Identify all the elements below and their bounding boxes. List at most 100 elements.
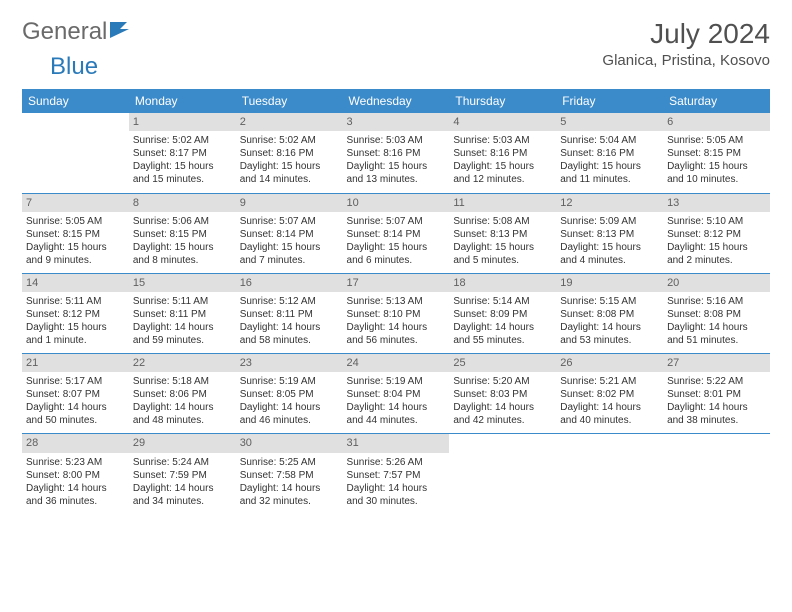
daylight-text: and 14 minutes. [240,173,339,186]
month-title: July 2024 [602,18,770,50]
daylight-text: and 32 minutes. [240,495,339,508]
daylight-text: Daylight: 15 hours [240,160,339,173]
sunset-text: Sunset: 8:16 PM [560,147,659,160]
calendar-day-cell: 10Sunrise: 5:07 AMSunset: 8:14 PMDayligh… [343,193,450,273]
calendar-day-cell [663,434,770,514]
day-header: Saturday [663,89,770,113]
calendar-day-cell [556,434,663,514]
sunrise-text: Sunrise: 5:26 AM [347,456,446,469]
day-number: 9 [236,194,343,212]
sunset-text: Sunset: 7:59 PM [133,469,232,482]
daylight-text: Daylight: 14 hours [133,482,232,495]
daylight-text: and 58 minutes. [240,334,339,347]
sunset-text: Sunset: 8:00 PM [26,469,125,482]
calendar-day-cell: 20Sunrise: 5:16 AMSunset: 8:08 PMDayligh… [663,273,770,353]
calendar-day-cell: 27Sunrise: 5:22 AMSunset: 8:01 PMDayligh… [663,354,770,434]
title-block: July 2024 Glanica, Pristina, Kosovo [602,18,770,69]
sunset-text: Sunset: 8:05 PM [240,388,339,401]
daylight-text: and 38 minutes. [667,414,766,427]
sunrise-text: Sunrise: 5:20 AM [453,375,552,388]
daylight-text: Daylight: 14 hours [347,401,446,414]
daylight-text: Daylight: 14 hours [667,401,766,414]
sunrise-text: Sunrise: 5:12 AM [240,295,339,308]
calendar-day-cell [449,434,556,514]
day-number: 4 [449,113,556,131]
daylight-text: and 2 minutes. [667,254,766,267]
day-number: 11 [449,194,556,212]
daylight-text: and 34 minutes. [133,495,232,508]
day-header: Tuesday [236,89,343,113]
sunrise-text: Sunrise: 5:02 AM [240,134,339,147]
daylight-text: Daylight: 14 hours [133,321,232,334]
day-header-row: Sunday Monday Tuesday Wednesday Thursday… [22,89,770,113]
daylight-text: Daylight: 15 hours [667,160,766,173]
day-header: Sunday [22,89,129,113]
sunset-text: Sunset: 8:03 PM [453,388,552,401]
daylight-text: and 11 minutes. [560,173,659,186]
sunset-text: Sunset: 8:13 PM [560,228,659,241]
sunset-text: Sunset: 8:17 PM [133,147,232,160]
flag-icon [109,20,131,45]
sunset-text: Sunset: 8:11 PM [240,308,339,321]
daylight-text: Daylight: 15 hours [453,160,552,173]
day-number: 29 [129,434,236,452]
calendar-day-cell: 30Sunrise: 5:25 AMSunset: 7:58 PMDayligh… [236,434,343,514]
calendar-day-cell: 1Sunrise: 5:02 AMSunset: 8:17 PMDaylight… [129,113,236,193]
daylight-text: Daylight: 15 hours [133,160,232,173]
sunrise-text: Sunrise: 5:09 AM [560,215,659,228]
sunrise-text: Sunrise: 5:14 AM [453,295,552,308]
calendar-day-cell: 14Sunrise: 5:11 AMSunset: 8:12 PMDayligh… [22,273,129,353]
day-number: 2 [236,113,343,131]
daylight-text: and 50 minutes. [26,414,125,427]
daylight-text: and 55 minutes. [453,334,552,347]
day-number: 1 [129,113,236,131]
sunset-text: Sunset: 8:02 PM [560,388,659,401]
location-text: Glanica, Pristina, Kosovo [602,52,770,69]
sunrise-text: Sunrise: 5:10 AM [667,215,766,228]
daylight-text: and 12 minutes. [453,173,552,186]
calendar-day-cell: 8Sunrise: 5:06 AMSunset: 8:15 PMDaylight… [129,193,236,273]
day-number: 26 [556,354,663,372]
daylight-text: and 59 minutes. [133,334,232,347]
day-number: 20 [663,274,770,292]
day-number: 23 [236,354,343,372]
sunrise-text: Sunrise: 5:25 AM [240,456,339,469]
daylight-text: Daylight: 15 hours [26,241,125,254]
calendar-day-cell: 26Sunrise: 5:21 AMSunset: 8:02 PMDayligh… [556,354,663,434]
calendar-day-cell: 5Sunrise: 5:04 AMSunset: 8:16 PMDaylight… [556,113,663,193]
day-number: 12 [556,194,663,212]
day-number: 14 [22,274,129,292]
day-number: 30 [236,434,343,452]
sunrise-text: Sunrise: 5:24 AM [133,456,232,469]
calendar-day-cell: 3Sunrise: 5:03 AMSunset: 8:16 PMDaylight… [343,113,450,193]
calendar-day-cell: 17Sunrise: 5:13 AMSunset: 8:10 PMDayligh… [343,273,450,353]
calendar-day-cell: 31Sunrise: 5:26 AMSunset: 7:57 PMDayligh… [343,434,450,514]
calendar-week-row: 21Sunrise: 5:17 AMSunset: 8:07 PMDayligh… [22,354,770,434]
sunrise-text: Sunrise: 5:16 AM [667,295,766,308]
calendar-day-cell: 29 Sunrise: 5:24 AMSunset: 7:59 PMDayligh… [129,434,236,514]
sunrise-text: Sunrise: 5:07 AM [347,215,446,228]
day-number: 15 [129,274,236,292]
sunset-text: Sunset: 8:15 PM [26,228,125,241]
calendar-day-cell: 25Sunrise: 5:20 AMSunset: 8:03 PMDayligh… [449,354,556,434]
day-number: 24 [343,354,450,372]
sunset-text: Sunset: 8:11 PM [133,308,232,321]
daylight-text: and 42 minutes. [453,414,552,427]
calendar-day-cell: 4Sunrise: 5:03 AMSunset: 8:16 PMDaylight… [449,113,556,193]
sunrise-text: Sunrise: 5:04 AM [560,134,659,147]
sunset-text: Sunset: 8:08 PM [560,308,659,321]
sunrise-text: Sunrise: 5:03 AM [453,134,552,147]
daylight-text: Daylight: 14 hours [453,401,552,414]
calendar-week-row: 28Sunrise: 5:23 AMSunset: 8:00 PMDayligh… [22,434,770,514]
sunset-text: Sunset: 8:15 PM [667,147,766,160]
calendar-day-cell: 12Sunrise: 5:09 AMSunset: 8:13 PMDayligh… [556,193,663,273]
daylight-text: Daylight: 15 hours [453,241,552,254]
sunset-text: Sunset: 8:12 PM [667,228,766,241]
daylight-text: and 56 minutes. [347,334,446,347]
sunrise-text: Sunrise: 5:06 AM [133,215,232,228]
sunrise-text: Sunrise: 5:17 AM [26,375,125,388]
daylight-text: Daylight: 14 hours [560,321,659,334]
calendar-day-cell [22,113,129,193]
daylight-text: Daylight: 14 hours [240,401,339,414]
sunrise-text: Sunrise: 5:21 AM [560,375,659,388]
